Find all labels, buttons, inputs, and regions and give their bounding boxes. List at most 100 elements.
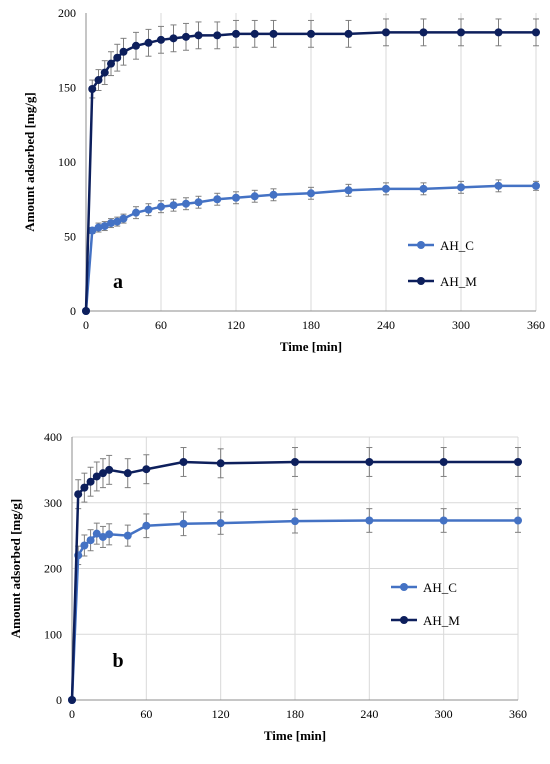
y-tick-label: 150 — [58, 81, 76, 95]
x-tick-label: 360 — [509, 707, 527, 721]
y-tick-label: 100 — [44, 627, 62, 641]
data-point — [216, 519, 225, 528]
data-point — [232, 193, 240, 202]
series-AH_M — [82, 18, 540, 315]
x-axis-title: Time [min] — [264, 728, 326, 743]
data-point — [365, 457, 374, 466]
data-point — [250, 192, 259, 201]
data-point — [86, 536, 95, 545]
y-axis-title: Amount adsorbed [mg/g] — [22, 92, 37, 231]
data-point — [80, 483, 89, 492]
data-point — [419, 184, 428, 193]
data-point — [119, 214, 128, 223]
series-AH_C — [68, 508, 522, 704]
data-point — [92, 529, 101, 538]
data-point — [100, 222, 109, 231]
data-point — [80, 541, 89, 550]
x-tick-label: 180 — [302, 318, 320, 332]
legend: AH_C AH_M — [391, 580, 460, 628]
data-point — [92, 472, 101, 481]
data-point — [88, 84, 97, 93]
data-point — [100, 68, 109, 77]
data-point — [82, 307, 90, 315]
data-point — [439, 516, 448, 525]
panel-label: b — [112, 650, 123, 672]
legend-swatch-marker — [417, 277, 425, 285]
legend-swatch-marker — [400, 583, 408, 591]
data-point — [344, 29, 353, 38]
data-point — [232, 29, 240, 38]
data-point — [107, 219, 115, 228]
data-point — [119, 47, 128, 56]
x-tick-label: 360 — [527, 318, 545, 332]
x-tick-label: 240 — [360, 707, 378, 721]
data-point — [179, 519, 188, 528]
y-tick-label: 200 — [44, 562, 62, 576]
data-point — [216, 459, 225, 468]
y-tick-label: 400 — [44, 430, 62, 444]
legend-swatch-marker — [400, 616, 408, 624]
data-point — [94, 223, 103, 232]
series-AH_M — [68, 447, 522, 704]
legend-label: AH_M — [440, 274, 477, 289]
data-point — [105, 530, 114, 539]
series-AH_C — [82, 179, 540, 315]
x-tick-label: 300 — [435, 707, 453, 721]
data-point — [144, 205, 153, 214]
x-tick-label: 0 — [83, 318, 89, 332]
y-tick-label: 200 — [58, 6, 76, 20]
data-point — [365, 516, 374, 525]
y-tick-label: 100 — [58, 155, 76, 169]
data-point — [269, 29, 278, 38]
data-point — [250, 29, 259, 38]
data-point — [68, 696, 76, 704]
data-point — [182, 32, 190, 41]
data-point — [514, 457, 522, 466]
data-point — [344, 186, 353, 195]
data-point — [142, 521, 151, 530]
legend-label: AH_M — [423, 613, 460, 628]
data-point — [382, 184, 390, 193]
data-point — [132, 208, 140, 217]
data-point — [74, 490, 83, 499]
data-point — [457, 28, 465, 37]
data-point — [169, 34, 178, 43]
legend-swatch-marker — [417, 241, 425, 249]
chart-panel-b: 0 60 120 180 240 300 360 0 100 200 300 400 Time [min… — [8, 430, 527, 743]
panel-label: a — [113, 271, 123, 293]
x-tick-label: 300 — [452, 318, 470, 332]
x-tick-label: 120 — [212, 707, 230, 721]
data-point — [439, 457, 448, 466]
data-point — [494, 181, 503, 190]
data-point — [307, 29, 315, 38]
data-point — [86, 477, 95, 486]
y-axis-title: Amount adsorbed [mg/g] — [8, 499, 23, 638]
data-point — [382, 28, 390, 37]
data-point — [307, 189, 315, 198]
data-point — [105, 465, 114, 474]
data-point — [94, 76, 103, 85]
data-point — [269, 190, 278, 199]
data-point — [157, 35, 165, 44]
data-point — [457, 183, 465, 192]
x-tick-label: 60 — [155, 318, 167, 332]
data-point — [123, 469, 132, 478]
x-tick-label: 120 — [227, 318, 245, 332]
data-point — [194, 198, 203, 207]
data-point — [132, 41, 140, 50]
data-point — [494, 28, 503, 37]
data-point — [88, 226, 97, 235]
y-tick-label: 50 — [64, 230, 76, 244]
data-point — [98, 532, 107, 541]
data-point — [514, 516, 522, 525]
data-point — [113, 217, 122, 226]
x-axis-title: Time [min] — [280, 339, 342, 354]
data-point — [98, 469, 107, 478]
legend-label: AH_C — [440, 238, 474, 253]
data-point — [213, 195, 222, 204]
data-point — [213, 31, 222, 40]
data-point — [419, 28, 428, 37]
data-point — [144, 38, 153, 47]
data-point — [194, 31, 203, 40]
